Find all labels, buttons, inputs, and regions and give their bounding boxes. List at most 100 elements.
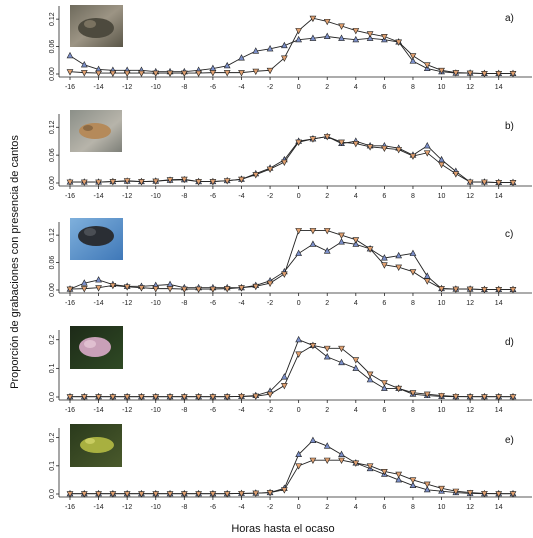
x-tick-label: -12: [122, 84, 132, 91]
data-point-down: [323, 457, 331, 465]
x-tick-label: -16: [65, 300, 75, 307]
data-point-down: [238, 393, 245, 401]
data-point-down: [266, 490, 274, 497]
y-tick-label: 0.2: [49, 433, 56, 443]
data-point-down: [452, 393, 460, 401]
frog-photo-d: [70, 326, 123, 369]
data-point-down: [252, 490, 260, 498]
data-point-down: [509, 71, 517, 78]
data-point-down: [138, 70, 145, 77]
data-point-down: [152, 286, 160, 293]
x-tick-label: -6: [210, 193, 216, 200]
data-point-down: [209, 179, 217, 186]
data-point-down: [80, 491, 88, 498]
data-point-up: [423, 141, 431, 149]
x-tick-label: 8: [411, 300, 415, 307]
data-point-up: [309, 436, 317, 443]
data-point-up: [295, 35, 303, 43]
y-tick-label: 0.1: [49, 363, 56, 373]
x-tick-label: -14: [94, 193, 104, 200]
data-point-down: [166, 394, 174, 401]
data-point-down: [238, 285, 245, 292]
data-point-up: [80, 60, 88, 68]
x-tick-label: -2: [267, 300, 273, 307]
data-point-down: [180, 286, 188, 293]
x-tick-label: 4: [354, 504, 358, 511]
data-point-up: [381, 254, 388, 261]
x-tick-label: 10: [438, 193, 446, 200]
data-point-down: [423, 481, 431, 489]
data-point-down: [338, 345, 345, 353]
data-point-down: [180, 70, 188, 77]
data-point-up: [381, 384, 388, 391]
data-point-up: [309, 240, 317, 247]
data-point-down: [395, 471, 403, 479]
data-point-down: [95, 179, 102, 186]
data-point-down: [509, 287, 517, 294]
x-tick-label: 2: [325, 193, 329, 200]
data-point-up: [366, 34, 374, 41]
x-tick-label: 10: [438, 84, 446, 91]
x-tick-label: 8: [411, 84, 415, 91]
data-point-down: [109, 70, 117, 77]
data-point-down: [280, 383, 288, 390]
data-point-up: [338, 358, 345, 366]
data-point-down: [195, 286, 202, 293]
data-point-down: [195, 179, 202, 186]
x-tick-label: 12: [466, 504, 474, 511]
x-tick-label: 0: [297, 84, 301, 91]
data-point-up: [238, 54, 245, 61]
x-tick-label: -2: [267, 407, 273, 414]
data-point-down: [481, 394, 488, 401]
data-point-down: [338, 457, 345, 465]
panel-a: 0.00 0.06 0.12 -16 -14 -12 -10 -8 -6 -4 -2 0 2 4 6 8 10 1…: [49, 6, 532, 91]
panel-label: a): [505, 13, 514, 24]
series-line-down: [70, 344, 513, 398]
data-point-down: [238, 70, 245, 77]
x-tick-label: 0: [297, 300, 301, 307]
x-tick-label: -4: [238, 407, 244, 414]
data-point-up: [295, 249, 303, 256]
frog-photo-b: [70, 110, 122, 152]
data-point-down: [80, 179, 88, 186]
data-point-up: [323, 247, 331, 254]
data-point-up: [66, 51, 74, 59]
data-point-down: [280, 55, 288, 62]
panel-c: 0.00 0.06 0.12 -16 -14 -12 -10 -8 -6 -4 -2 0 2 4 6 8 10 1…: [49, 222, 532, 307]
data-point-down: [438, 393, 445, 400]
data-point-down: [423, 62, 431, 69]
x-tick-label: 10: [438, 504, 446, 511]
data-point-down: [509, 180, 517, 187]
data-point-down: [295, 351, 303, 358]
data-point-down: [166, 70, 174, 77]
data-point-down: [395, 385, 403, 393]
data-point-down: [280, 159, 288, 166]
x-tick-label: 14: [495, 193, 503, 200]
data-point-down: [223, 394, 231, 401]
series-line-up: [70, 136, 513, 183]
panel-b: 0.00 0.06 0.12 -16 -14 -12 -10 -8 -6 -4 -2 0 2 4 6 8 10 1…: [49, 114, 532, 200]
data-point-up: [280, 373, 288, 380]
series-line-up: [69, 241, 513, 290]
series-line-up: [70, 339, 513, 398]
data-point-down: [166, 177, 174, 184]
x-tick-label: -2: [267, 193, 273, 200]
data-point-down: [481, 179, 488, 186]
data-point-down: [409, 153, 417, 160]
data-point-down: [366, 31, 374, 38]
data-point-down: [495, 491, 503, 498]
x-tick-label: -10: [151, 407, 161, 414]
x-tick-label: 14: [495, 407, 503, 414]
data-point-down: [352, 141, 360, 148]
data-point-down: [138, 179, 145, 186]
data-point-down: [266, 166, 274, 173]
series-line-up: [70, 439, 513, 495]
data-point-up: [295, 450, 303, 458]
data-point-down: [266, 391, 274, 399]
data-point-down: [495, 180, 503, 187]
x-tick-label: -10: [151, 84, 161, 91]
y-tick-label: 0.00: [49, 67, 56, 81]
x-tick-label: -4: [238, 300, 244, 307]
x-tick-label: -6: [210, 300, 216, 307]
